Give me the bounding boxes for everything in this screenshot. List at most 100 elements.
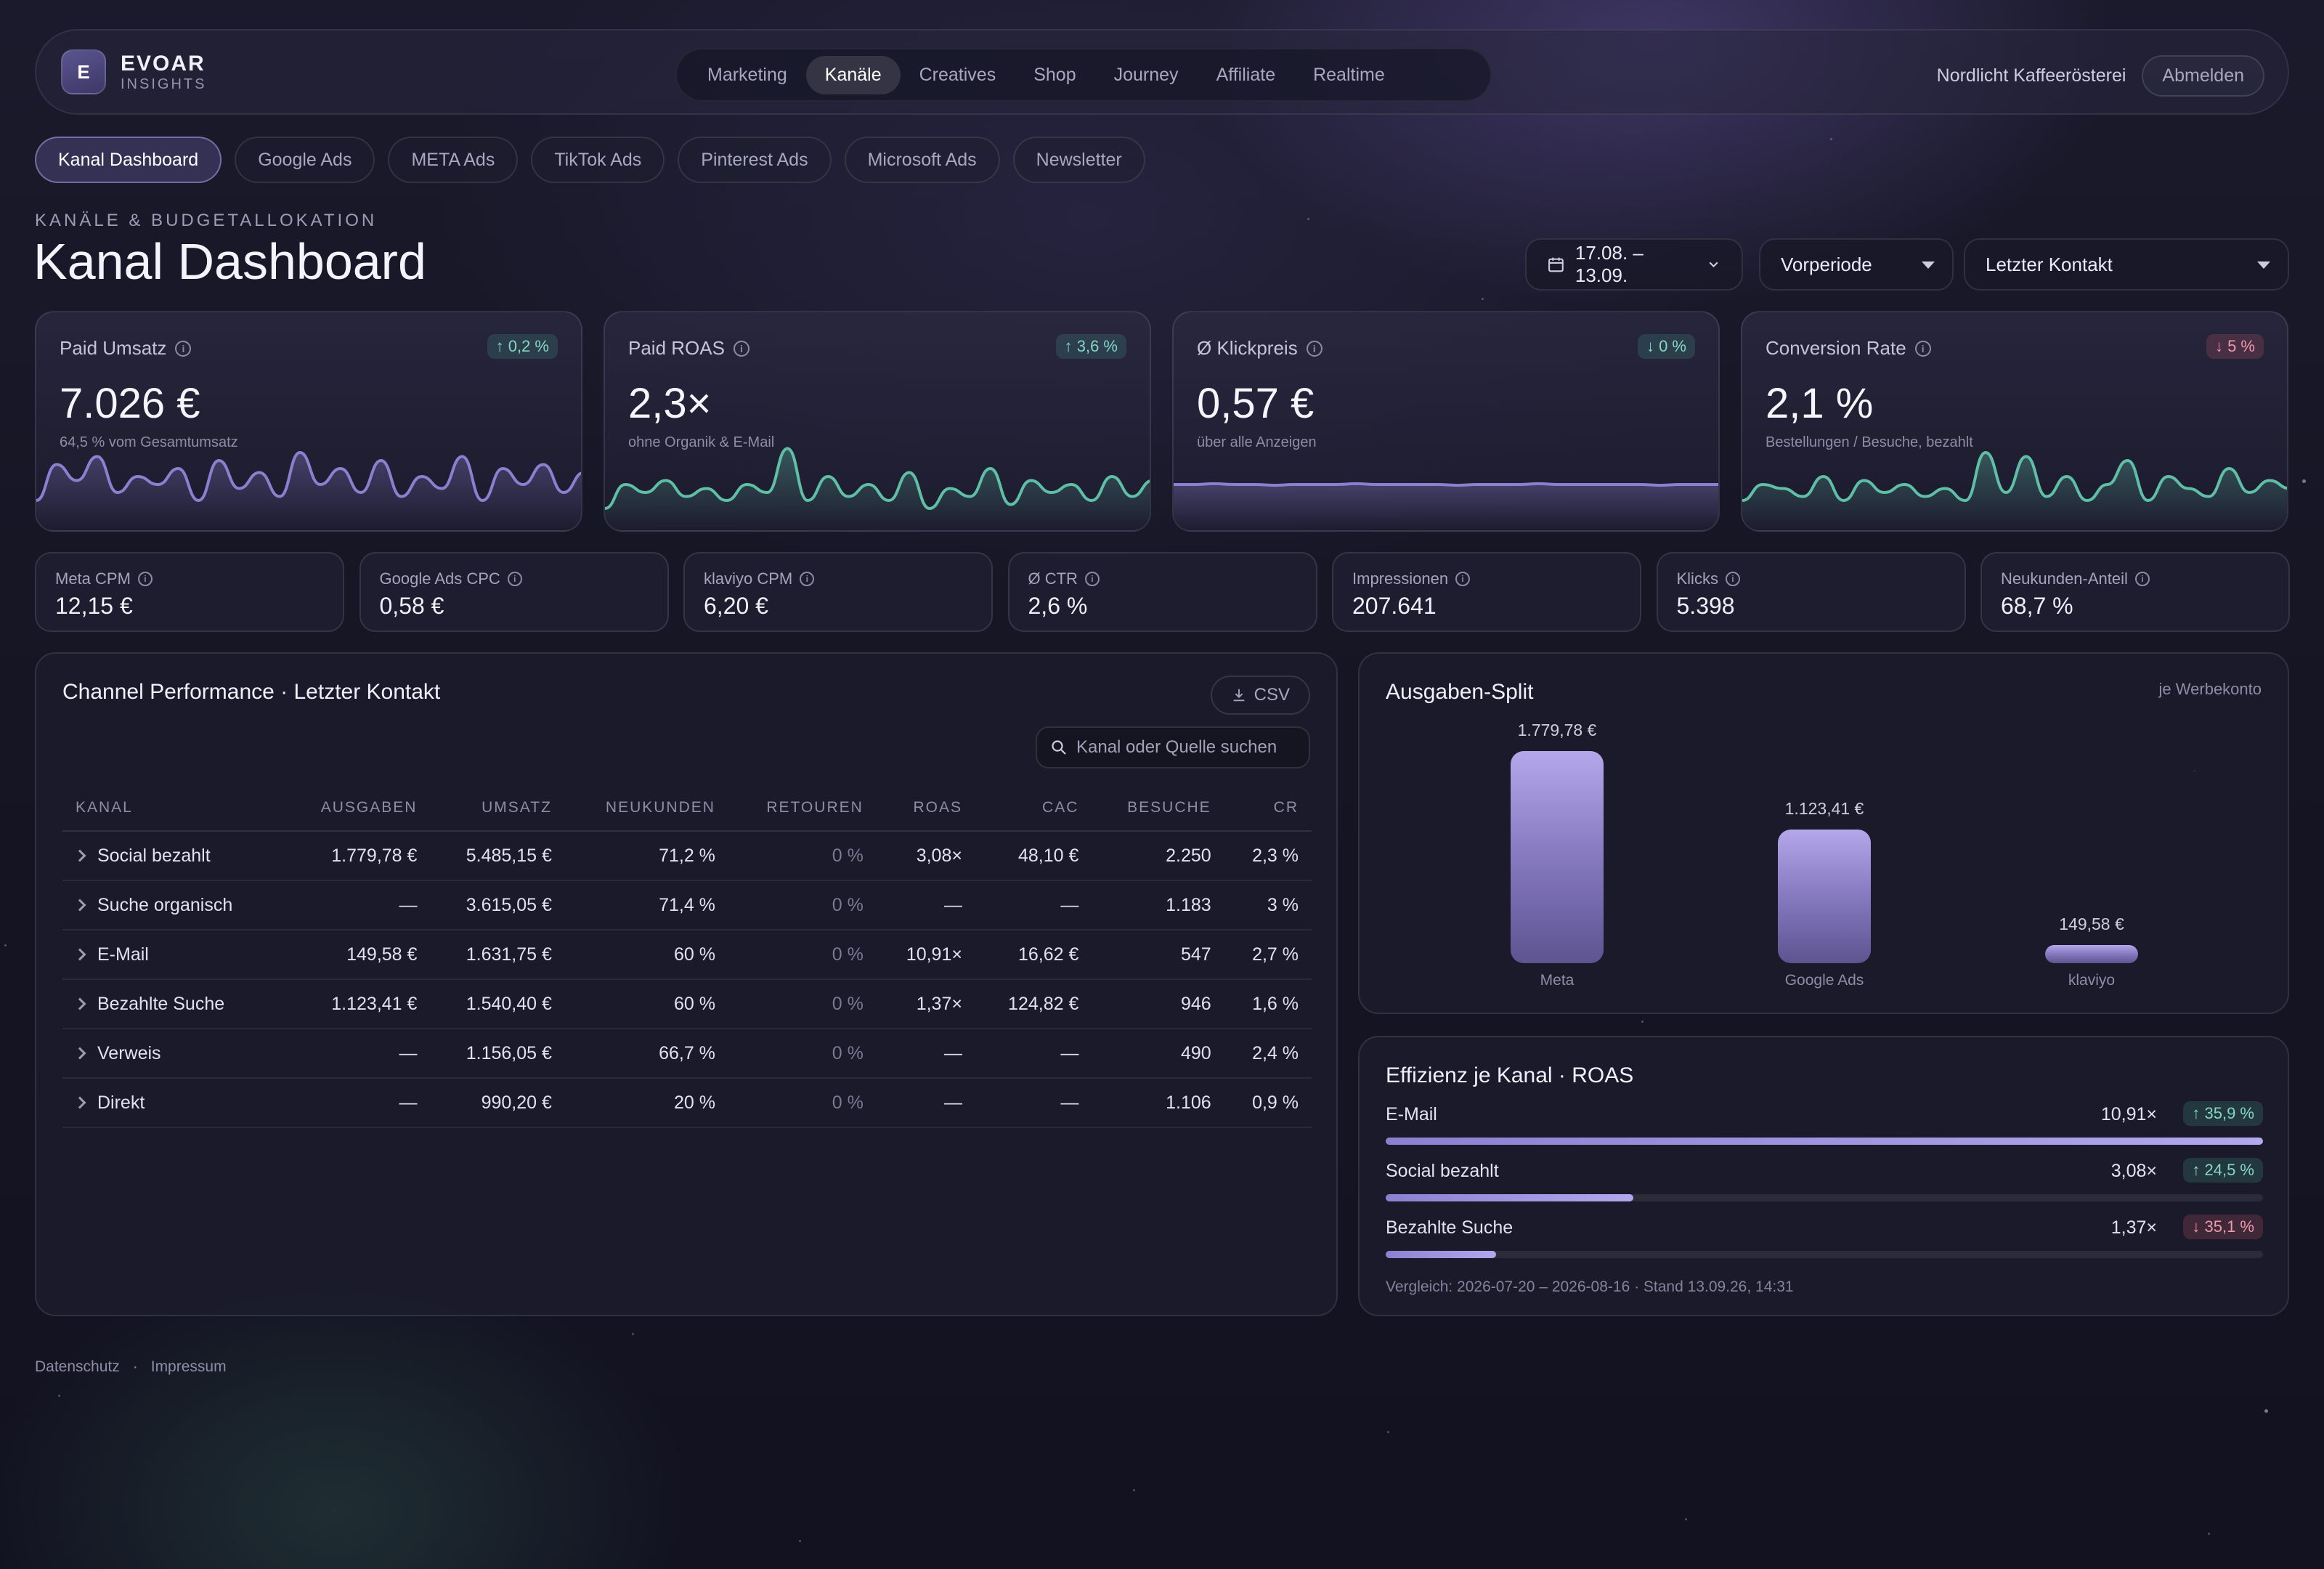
efficiency-roas: 1,37×: [2110, 1217, 2157, 1238]
spend-split-panel: Ausgaben-Split je Werbekonto 1.779,78 € M…: [1358, 652, 2289, 1014]
column-header[interactable]: UMSATZ: [430, 784, 565, 832]
sparkline-area: [1742, 453, 2287, 530]
info-icon[interactable]: i: [1725, 572, 1740, 586]
tab-google-ads[interactable]: Google Ads: [235, 137, 375, 183]
table-cell: Social bezahlt: [62, 831, 283, 881]
bar-value-label: 1.123,41 €: [1784, 798, 1864, 818]
chevron-right-icon[interactable]: [73, 1047, 86, 1059]
table-cell: 0 %: [728, 831, 877, 881]
metric-label: Google Ads CPC: [379, 569, 500, 588]
table-cell: —: [876, 880, 975, 931]
metric-card: Ø CTR i 2,6 %: [1007, 552, 1317, 632]
tab-microsoft-ads[interactable]: Microsoft Ads: [844, 137, 1000, 183]
imprint-link[interactable]: Impressum: [150, 1358, 227, 1375]
tab-pinterest-ads[interactable]: Pinterest Ads: [678, 137, 832, 183]
table-cell: 1.540,40 €: [430, 979, 565, 1029]
csv-export-button[interactable]: CSV: [1210, 676, 1310, 715]
chevron-right-icon[interactable]: [73, 849, 86, 861]
table-cell: E-Mail: [62, 930, 283, 980]
column-header[interactable]: CAC: [975, 784, 1092, 832]
sparkline-line: [1742, 450, 2287, 503]
table-cell: 1,6 %: [1224, 979, 1312, 1029]
page-kicker: KANÄLE & BUDGETALLOKATION: [35, 211, 378, 230]
column-header[interactable]: ROAS: [876, 784, 975, 832]
progress-track: [1386, 1251, 2263, 1258]
column-header[interactable]: KANAL: [62, 784, 283, 832]
info-icon[interactable]: i: [1914, 340, 1931, 357]
bar-meta[interactable]: [1511, 751, 1604, 963]
nav-item-marketing[interactable]: Marketing: [707, 64, 787, 85]
column-header[interactable]: NEUKUNDEN: [564, 784, 728, 832]
page-title: Kanal Dashboard: [33, 233, 426, 290]
table-header-row: KANAL AUSGABEN UMSATZ NEUKUNDEN RETOUREN ROAS…: [62, 784, 1312, 832]
attribution-select[interactable]: Letzter Kontakt: [1964, 238, 2289, 291]
channel-name: Bezahlte Suche: [97, 993, 225, 1014]
date-range-picker[interactable]: 17.08. – 13.09.: [1525, 238, 1743, 291]
metric-value: 6,20 €: [704, 593, 768, 619]
nav-item-realtime[interactable]: Realtime: [1313, 64, 1385, 85]
bar-klaviyo[interactable]: [2045, 945, 2138, 963]
tab-meta-ads[interactable]: META Ads: [388, 137, 519, 183]
footer: Datenschutz · Impressum: [35, 1358, 227, 1376]
column-header[interactable]: AUSGABEN: [283, 784, 431, 832]
bar-google-ads[interactable]: [1778, 829, 1871, 963]
nav-item-affiliate[interactable]: Affiliate: [1216, 64, 1276, 85]
info-icon[interactable]: i: [800, 572, 815, 586]
chevron-right-icon[interactable]: [73, 997, 86, 1010]
sparkline-area: [605, 448, 1150, 530]
tab-newsletter[interactable]: Newsletter: [1012, 137, 1145, 183]
info-icon[interactable]: i: [175, 340, 192, 357]
metric-value: 68,7 %: [2001, 593, 2073, 619]
table-row[interactable]: E-Mail 149,58 €1.631,75 €60 % 0 % 10,91× 16,…: [62, 930, 1312, 980]
metric-card: Neukunden-Anteil i 68,7 %: [1980, 552, 2290, 632]
table-cell: 2.250: [1092, 831, 1224, 881]
compare-select[interactable]: Vorperiode: [1759, 238, 1954, 291]
table-row[interactable]: Social bezahlt 1.779,78 €5.485,15 €71,2 %…: [62, 831, 1312, 881]
table-row[interactable]: Direkt —990,20 €20 % 0 % — —1.106 0,9 %: [62, 1078, 1312, 1128]
logout-button[interactable]: Abmelden: [2142, 55, 2264, 97]
efficiency-channel: E-Mail: [1386, 1104, 1437, 1124]
table-cell: —: [975, 1078, 1092, 1128]
info-icon[interactable]: i: [507, 572, 522, 586]
info-icon[interactable]: i: [1455, 572, 1471, 586]
privacy-link[interactable]: Datenschutz: [35, 1358, 120, 1375]
trend-badge: ↓ 5 %: [2206, 334, 2264, 359]
table-cell: 946: [1092, 979, 1224, 1029]
nav-item-kan-le[interactable]: Kanäle: [805, 55, 901, 94]
spend-split-title: Ausgaben-Split: [1386, 680, 1534, 704]
table-row[interactable]: Verweis —1.156,05 €66,7 % 0 % — —490 2,4 %: [62, 1029, 1312, 1079]
info-icon[interactable]: i: [1084, 572, 1100, 586]
channel-search-input[interactable]: [1076, 737, 1309, 758]
chevron-right-icon[interactable]: [73, 1096, 86, 1108]
kpi-value: 2,3×: [628, 380, 712, 427]
nav-item-journey[interactable]: Journey: [1113, 64, 1179, 85]
logo-icon[interactable]: E: [61, 49, 106, 94]
column-header[interactable]: CR: [1224, 784, 1312, 832]
channel-name: Social bezahlt: [97, 845, 211, 866]
sparkline-line: [605, 447, 1150, 511]
kpi-card: Paid ROAS i ↑ 3,6 % 2,3× ohne Organik & E-Ma…: [604, 311, 1151, 532]
info-icon[interactable]: i: [2134, 572, 2150, 586]
tab-kanal-dashboard[interactable]: Kanal Dashboard: [35, 137, 222, 183]
table-row[interactable]: Bezahlte Suche 1.123,41 €1.540,40 €60 % 0 …: [62, 979, 1312, 1029]
kpi-subtext: 64,5 % vom Gesamtumsatz: [60, 434, 238, 450]
table-cell: 48,10 €: [975, 831, 1092, 881]
info-icon[interactable]: i: [733, 340, 749, 357]
nav-item-creatives[interactable]: Creatives: [919, 64, 996, 85]
channel-table: KANAL AUSGABEN UMSATZ NEUKUNDEN RETOUREN ROAS…: [62, 784, 1312, 1128]
table-row[interactable]: Suche organisch —3.615,05 €71,4 % 0 % — —1.1…: [62, 880, 1312, 931]
info-icon[interactable]: i: [1306, 340, 1323, 357]
column-header[interactable]: BESUCHE: [1092, 784, 1224, 832]
nav-item-shop[interactable]: Shop: [1033, 64, 1076, 85]
info-icon[interactable]: i: [137, 572, 153, 586]
table-cell: 1.123,41 €: [283, 979, 431, 1029]
chevron-right-icon[interactable]: [73, 948, 86, 960]
column-header[interactable]: RETOUREN: [728, 784, 877, 832]
tab-tiktok-ads[interactable]: TikTok Ads: [531, 137, 665, 183]
efficiency-roas: 3,08×: [2110, 1161, 2157, 1181]
brand[interactable]: EVOAR INSIGHTS: [121, 52, 206, 93]
table-cell: 71,4 %: [564, 880, 728, 931]
metric-value: 207.641: [1352, 593, 1437, 619]
chevron-right-icon[interactable]: [73, 899, 86, 911]
table-cell: 0 %: [728, 930, 877, 980]
